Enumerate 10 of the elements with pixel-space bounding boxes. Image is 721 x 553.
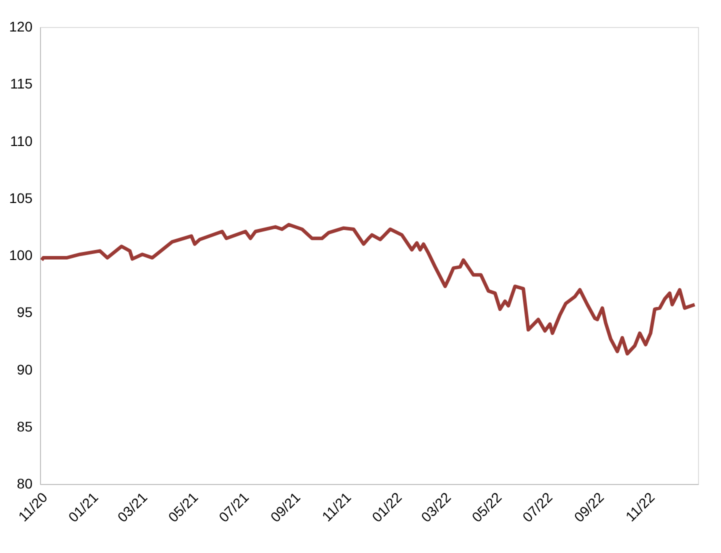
y-tick-label: 120 bbox=[9, 18, 33, 34]
y-tick-label: 105 bbox=[9, 190, 33, 206]
y-tick-label: 95 bbox=[16, 304, 33, 320]
y-tick-label: 100 bbox=[9, 247, 33, 263]
y-tick-label: 80 bbox=[16, 476, 33, 492]
y-tick-label: 110 bbox=[10, 132, 33, 149]
y-tick-label: 85 bbox=[16, 418, 33, 434]
y-tick-label: 90 bbox=[16, 361, 33, 378]
line-series bbox=[40, 222, 696, 356]
y-tick-label: 115 bbox=[10, 76, 33, 92]
